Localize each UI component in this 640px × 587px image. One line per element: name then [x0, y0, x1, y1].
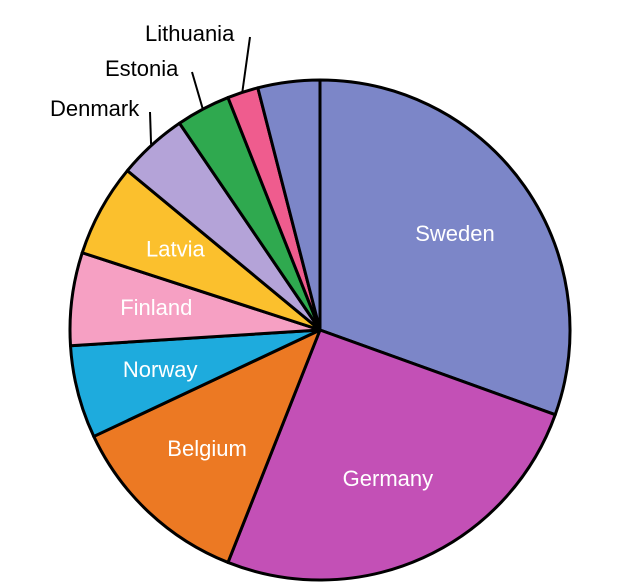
slice-label: Finland [120, 295, 192, 320]
pie-chart: Sweden Germany Belgium Norway Finland Latvia D… [0, 0, 640, 587]
leader-line [150, 112, 151, 144]
slice-label: Denmark [50, 96, 140, 121]
slice-label: Latvia [146, 236, 205, 261]
slice-label: Estonia [105, 56, 179, 81]
pie-svg: Sweden Germany Belgium Norway Finland Latvia D… [0, 0, 640, 587]
slice-label: Sweden [415, 221, 495, 246]
leader-line [192, 72, 203, 108]
slice-label: Norway [123, 357, 198, 382]
slice-label: Belgium [167, 436, 246, 461]
leader-line [242, 37, 250, 91]
slice-label: Lithuania [145, 21, 235, 46]
slice-label: Germany [343, 466, 433, 491]
